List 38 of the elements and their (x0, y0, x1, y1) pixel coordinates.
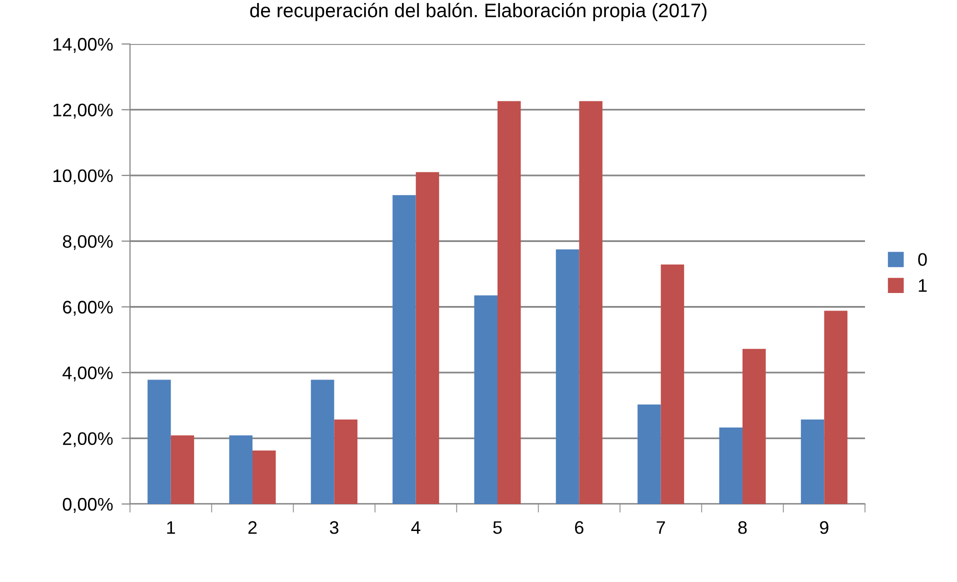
y-tick-label: 12,00% (53, 104, 113, 119)
x-tick-label: 4 (411, 521, 420, 534)
bar (638, 404, 661, 504)
bar (556, 249, 580, 504)
bar (800, 420, 824, 504)
x-tick-label: 5 (493, 521, 502, 534)
bar (824, 310, 848, 504)
bar (579, 101, 602, 504)
x-tick-label: 7 (656, 521, 665, 534)
bar (148, 380, 171, 504)
x-tick-label: 6 (575, 521, 584, 534)
legend-label: 1 (918, 279, 927, 292)
x-tick-label: 2 (248, 521, 257, 534)
bar (474, 295, 498, 504)
bar (170, 435, 194, 504)
bar (310, 380, 334, 504)
y-tick-label: 8,00% (62, 235, 113, 250)
bar (229, 435, 252, 504)
x-tick-label: 1 (167, 521, 175, 534)
bar (416, 172, 440, 504)
chart-title: de recuperación del balón. Elaboración propia (2017) (250, 2, 706, 22)
y-tick-label: 6,00% (63, 300, 113, 316)
bar (719, 427, 742, 504)
y-tick-label: 10,00% (53, 169, 113, 184)
x-tick-label: 3 (330, 521, 338, 534)
bar (498, 101, 521, 504)
x-tick-label: 9 (820, 521, 828, 534)
y-tick-label: 4,00% (62, 366, 113, 382)
y-tick-label: 0,00% (62, 498, 113, 513)
bar (392, 195, 416, 504)
bar (252, 450, 276, 504)
legend-label: 0 (918, 253, 927, 266)
bar (742, 348, 766, 504)
y-tick-label: 14,00% (53, 38, 113, 53)
bar (334, 420, 358, 504)
bar (660, 264, 684, 504)
x-tick-label: 8 (738, 521, 747, 534)
y-tick-label: 2,00% (63, 432, 113, 448)
